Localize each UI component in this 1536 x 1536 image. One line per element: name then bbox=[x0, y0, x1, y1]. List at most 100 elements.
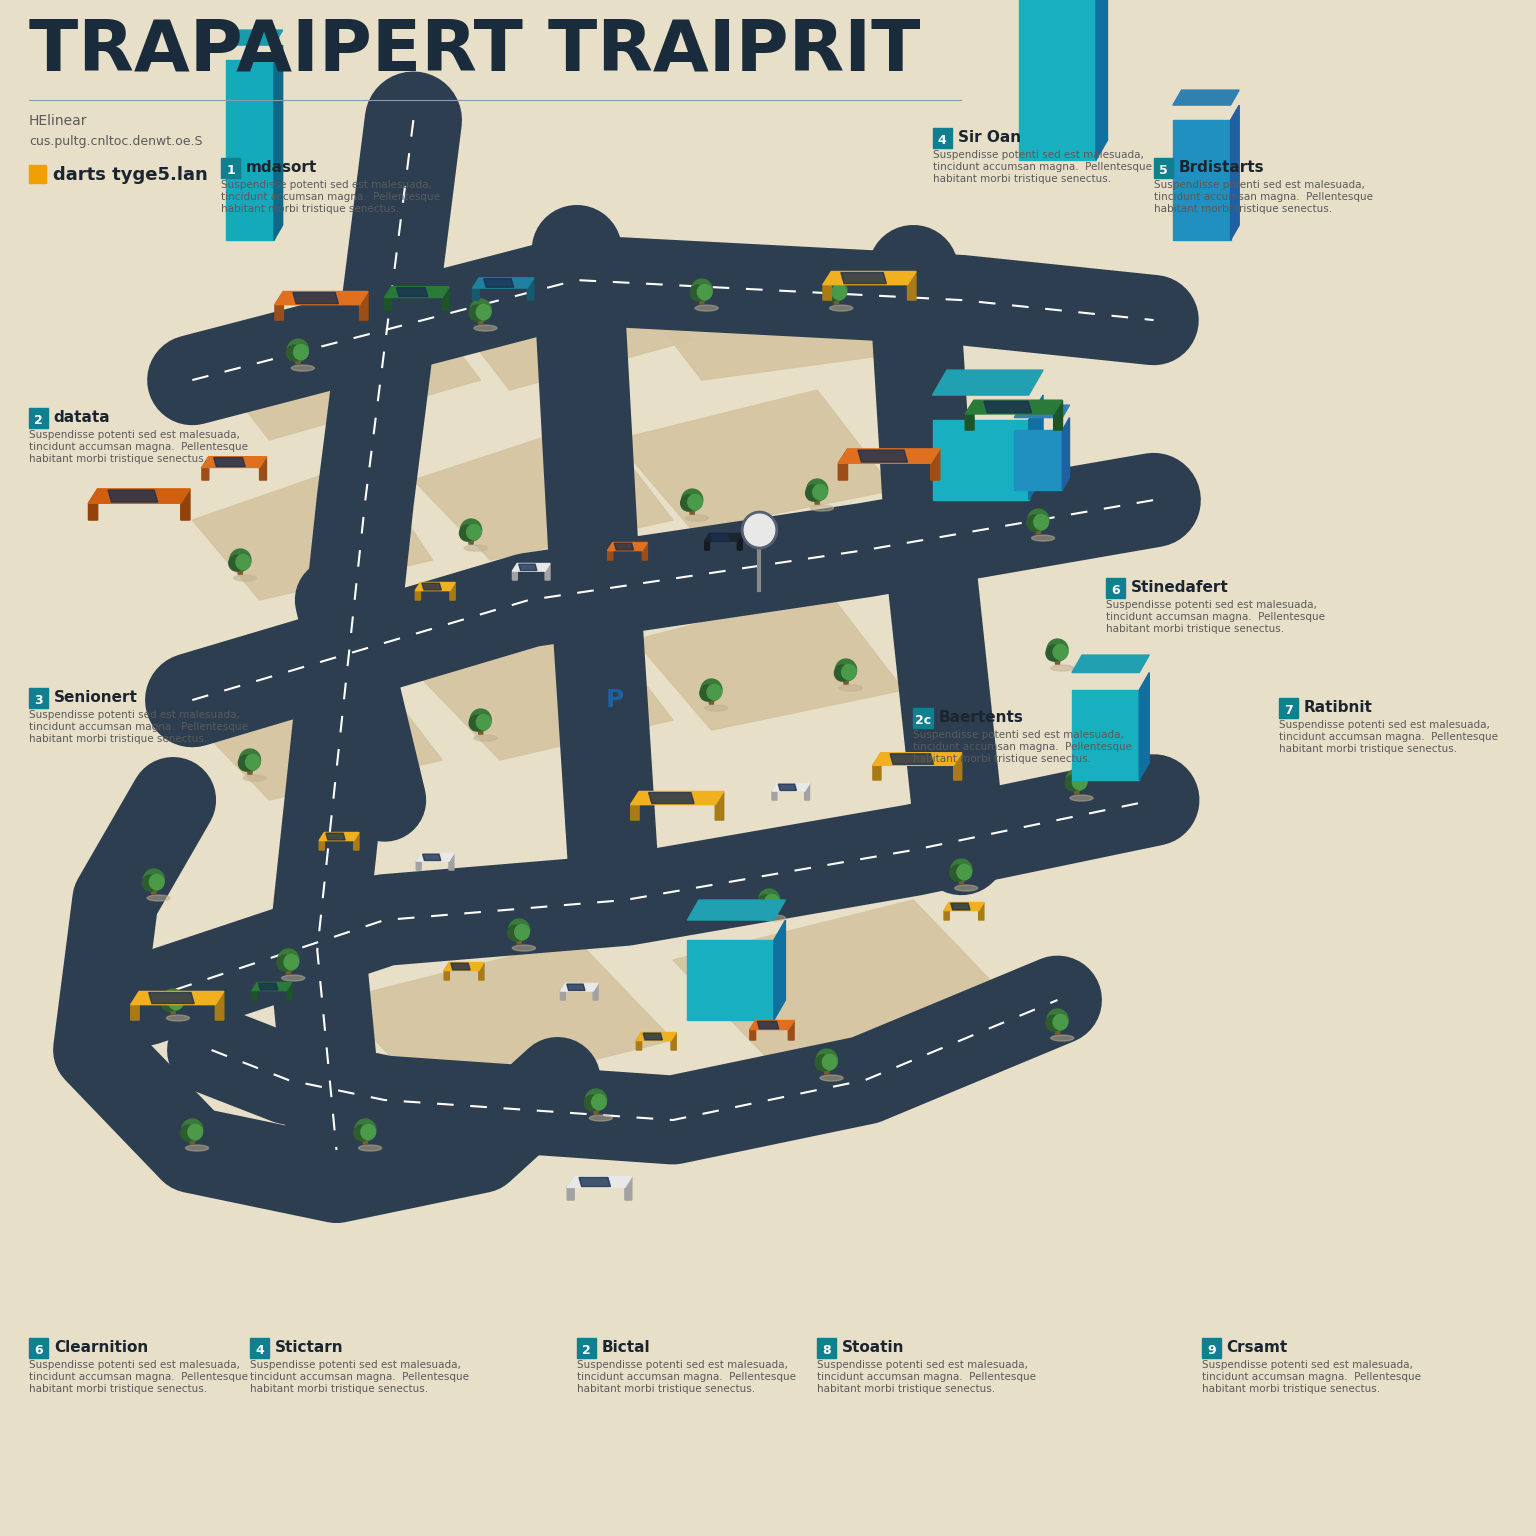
Circle shape bbox=[468, 716, 484, 731]
Text: Crsamt: Crsamt bbox=[1227, 1339, 1289, 1355]
Text: tincidunt accumsan magna.  Pellentesque: tincidunt accumsan magna. Pellentesque bbox=[1278, 733, 1498, 742]
Polygon shape bbox=[89, 488, 98, 521]
Polygon shape bbox=[384, 287, 392, 310]
Polygon shape bbox=[1074, 786, 1080, 794]
Polygon shape bbox=[642, 542, 647, 561]
Polygon shape bbox=[286, 966, 292, 974]
Polygon shape bbox=[1014, 430, 1063, 490]
Polygon shape bbox=[648, 793, 694, 803]
Bar bbox=[932, 127, 952, 147]
Circle shape bbox=[238, 756, 253, 771]
Text: habitant morbi tristique senectus.: habitant morbi tristique senectus. bbox=[29, 455, 207, 464]
Text: mdasort: mdasort bbox=[246, 160, 318, 175]
Circle shape bbox=[143, 869, 164, 891]
Polygon shape bbox=[226, 31, 283, 45]
Ellipse shape bbox=[292, 366, 315, 372]
Text: HElinear: HElinear bbox=[29, 114, 88, 127]
Circle shape bbox=[742, 511, 777, 548]
Text: habitant morbi tristique senectus.: habitant morbi tristique senectus. bbox=[1278, 743, 1456, 754]
Polygon shape bbox=[1055, 656, 1060, 664]
Text: Suspendisse potenti sed est malesuada,: Suspendisse potenti sed est malesuada, bbox=[932, 151, 1143, 160]
Polygon shape bbox=[247, 766, 253, 774]
Circle shape bbox=[476, 304, 492, 319]
Ellipse shape bbox=[1071, 796, 1094, 802]
Ellipse shape bbox=[705, 705, 728, 711]
Polygon shape bbox=[945, 903, 949, 920]
Polygon shape bbox=[545, 564, 550, 581]
Polygon shape bbox=[872, 753, 882, 780]
Polygon shape bbox=[688, 900, 785, 920]
Text: habitant morbi tristique senectus.: habitant morbi tristique senectus. bbox=[817, 1384, 995, 1395]
Circle shape bbox=[825, 286, 840, 301]
Text: darts tyge5.lan: darts tyge5.lan bbox=[52, 166, 207, 184]
Bar bbox=[29, 164, 46, 183]
Polygon shape bbox=[688, 940, 774, 1020]
Circle shape bbox=[700, 679, 722, 700]
Ellipse shape bbox=[955, 885, 978, 891]
Polygon shape bbox=[625, 1177, 631, 1200]
Circle shape bbox=[246, 754, 260, 770]
Polygon shape bbox=[527, 278, 535, 300]
Text: Suspendisse potenti sed est malesuada,: Suspendisse potenti sed est malesuada, bbox=[914, 730, 1124, 740]
Text: 5: 5 bbox=[1158, 164, 1167, 177]
Circle shape bbox=[951, 859, 972, 882]
Polygon shape bbox=[89, 488, 190, 504]
Text: Suspendisse potenti sed est malesuada,: Suspendisse potenti sed est malesuada, bbox=[817, 1359, 1028, 1370]
Ellipse shape bbox=[475, 736, 498, 740]
Polygon shape bbox=[985, 401, 1032, 413]
Ellipse shape bbox=[243, 776, 266, 780]
Polygon shape bbox=[326, 833, 346, 840]
Polygon shape bbox=[238, 567, 243, 574]
Polygon shape bbox=[226, 60, 273, 240]
Text: Suspendisse potenti sed est malesuada,: Suspendisse potenti sed est malesuada, bbox=[29, 1359, 240, 1370]
Circle shape bbox=[700, 685, 716, 700]
Polygon shape bbox=[473, 278, 535, 289]
Polygon shape bbox=[449, 854, 453, 869]
Polygon shape bbox=[757, 1021, 779, 1029]
Text: P: P bbox=[607, 688, 625, 713]
Polygon shape bbox=[519, 564, 538, 570]
Polygon shape bbox=[908, 272, 915, 300]
Polygon shape bbox=[690, 505, 696, 515]
Ellipse shape bbox=[811, 505, 834, 511]
Polygon shape bbox=[442, 287, 449, 310]
Text: habitant morbi tristique senectus.: habitant morbi tristique senectus. bbox=[1154, 204, 1332, 214]
Polygon shape bbox=[931, 449, 940, 481]
Text: 6: 6 bbox=[34, 1344, 43, 1356]
Bar bbox=[1154, 158, 1174, 178]
Circle shape bbox=[957, 865, 972, 880]
Circle shape bbox=[816, 1055, 831, 1071]
Polygon shape bbox=[631, 791, 723, 805]
Text: Brdistarts: Brdistarts bbox=[1178, 160, 1264, 175]
Circle shape bbox=[585, 1089, 607, 1111]
Polygon shape bbox=[252, 983, 292, 991]
Circle shape bbox=[697, 284, 713, 300]
Text: Suspendisse potenti sed est malesuada,: Suspendisse potenti sed est malesuada, bbox=[1201, 1359, 1413, 1370]
Bar bbox=[817, 1338, 837, 1358]
Polygon shape bbox=[214, 458, 246, 467]
Polygon shape bbox=[859, 450, 908, 462]
Polygon shape bbox=[561, 983, 565, 1000]
Polygon shape bbox=[773, 783, 809, 791]
Circle shape bbox=[355, 1120, 376, 1141]
Circle shape bbox=[515, 925, 530, 940]
Polygon shape bbox=[834, 296, 839, 304]
Polygon shape bbox=[1174, 91, 1240, 104]
Polygon shape bbox=[945, 903, 985, 911]
Polygon shape bbox=[484, 278, 513, 287]
Polygon shape bbox=[1029, 395, 1043, 501]
Circle shape bbox=[691, 280, 713, 301]
Polygon shape bbox=[415, 582, 455, 591]
Circle shape bbox=[470, 710, 492, 731]
Polygon shape bbox=[593, 1106, 599, 1114]
Text: tincidunt accumsan magna.  Pellentesque: tincidunt accumsan magna. Pellentesque bbox=[914, 742, 1132, 753]
Text: 4: 4 bbox=[255, 1344, 264, 1356]
Text: 9: 9 bbox=[1207, 1344, 1215, 1356]
Text: habitant morbi tristique senectus.: habitant morbi tristique senectus. bbox=[221, 204, 399, 214]
Polygon shape bbox=[1054, 401, 1063, 430]
Circle shape bbox=[470, 300, 492, 321]
Circle shape bbox=[284, 954, 298, 969]
Ellipse shape bbox=[166, 1015, 189, 1021]
Polygon shape bbox=[359, 292, 369, 319]
Ellipse shape bbox=[281, 975, 304, 982]
